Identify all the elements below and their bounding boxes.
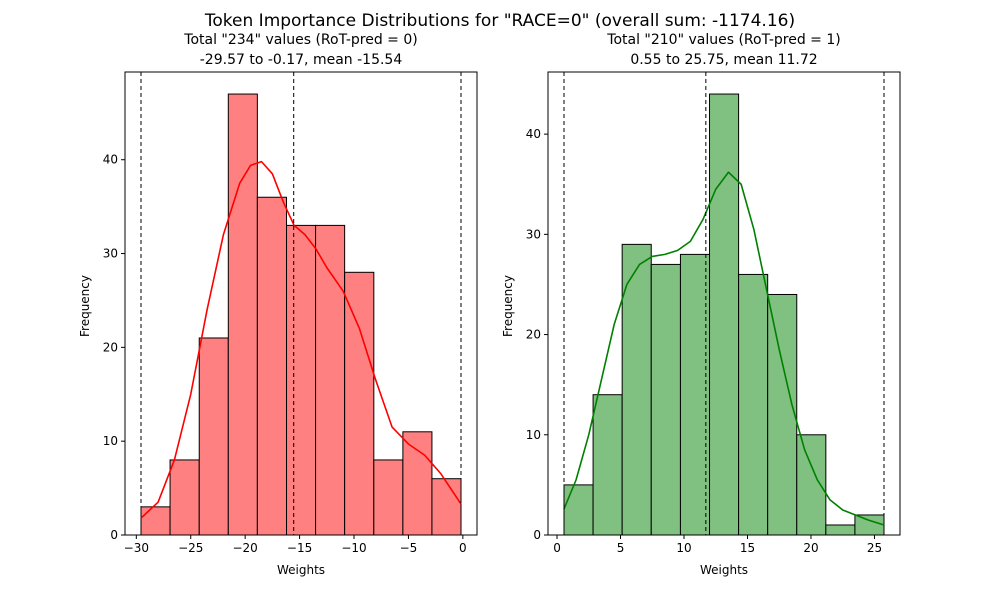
left-panel-title-line2: -29.57 to -0.17, mean -15.54 — [200, 52, 403, 68]
left-histogram-bar-2 — [198, 337, 229, 536]
right-histogram-panel: Total "210" values (RoT-pred = 1) 0.55 t… — [501, 32, 901, 577]
left-y-axis-label: Frequency — [78, 275, 92, 337]
right-histogram-bar-6 — [738, 273, 769, 536]
left-y-tick-label: 30 — [103, 247, 118, 261]
right-histogram-bar-9 — [825, 524, 856, 536]
left-x-tick-label: −15 — [287, 541, 312, 555]
left-x-tick-label: −20 — [232, 541, 257, 555]
left-kde-curve — [140, 160, 462, 519]
right-y-axis-label: Frequency — [501, 275, 515, 337]
left-histogram-bar-3 — [227, 93, 258, 536]
left-histogram-bar-4 — [256, 196, 288, 536]
right-y-tick-label: 30 — [526, 227, 541, 241]
left-y-tick-label: 0 — [110, 528, 118, 542]
right-x-tick-label: 10 — [676, 541, 691, 555]
left-x-tick-label: −30 — [124, 541, 149, 555]
left-x-axis-label: Weights — [277, 563, 325, 577]
left-histogram-panel: Total "234" values (RoT-pred = 0) -29.57… — [78, 32, 478, 577]
left-y-tick-label: 10 — [103, 434, 118, 448]
left-x-tick-label: −10 — [341, 541, 366, 555]
right-x-tick-label: 5 — [617, 541, 625, 555]
right-y-tick-label: 0 — [533, 528, 541, 542]
right-histogram-bar-4 — [679, 253, 711, 536]
right-histogram-bar-7 — [767, 293, 798, 536]
right-panel-title-line2: 0.55 to 25.75, mean 11.72 — [630, 52, 817, 68]
figure-title: Token Importance Distributions for "RACE… — [204, 11, 795, 31]
left-panel-title-line1: Total "234" values (RoT-pred = 0) — [183, 32, 417, 48]
left-y-tick-label: 20 — [103, 340, 118, 354]
left-histogram-bar-9 — [402, 431, 433, 536]
left-x-tick-label: −5 — [400, 541, 418, 555]
right-histogram-bar-1 — [592, 394, 623, 536]
right-histogram-bar-10 — [854, 514, 885, 536]
right-histogram-bar-2 — [621, 243, 652, 536]
right-histogram-bar-5 — [709, 93, 740, 536]
left-histogram-bar-8 — [373, 459, 404, 536]
left-histogram-bar-10 — [431, 478, 462, 536]
left-x-tick-label: 0 — [459, 541, 467, 555]
right-y-tick-label: 10 — [526, 428, 541, 442]
right-x-tick-label: 25 — [867, 541, 882, 555]
left-x-tick-label: −25 — [178, 541, 203, 555]
right-x-tick-label: 20 — [803, 541, 818, 555]
left-histogram-bar-7 — [344, 271, 375, 536]
left-histogram-bar-6 — [315, 224, 346, 536]
right-histogram-bar-3 — [650, 263, 681, 536]
right-y-tick-label: 20 — [526, 328, 541, 342]
right-histogram-bar-8 — [796, 434, 827, 536]
right-panel-title-line1: Total "210" values (RoT-pred = 1) — [606, 32, 840, 48]
left-histogram-bar-5 — [286, 224, 317, 536]
right-x-tick-label: 15 — [740, 541, 755, 555]
left-axes-frame — [124, 71, 478, 536]
right-kde-curve — [563, 171, 885, 526]
right-x-axis-label: Weights — [700, 563, 748, 577]
right-y-tick-label: 40 — [526, 127, 541, 141]
left-histogram-bar-1 — [169, 459, 200, 536]
left-y-tick-label: 40 — [103, 153, 118, 167]
right-axes-frame — [547, 71, 901, 536]
right-x-tick-label: 0 — [553, 541, 561, 555]
right-histogram-bar-0 — [563, 484, 594, 536]
left-histogram-bar-0 — [140, 506, 171, 536]
